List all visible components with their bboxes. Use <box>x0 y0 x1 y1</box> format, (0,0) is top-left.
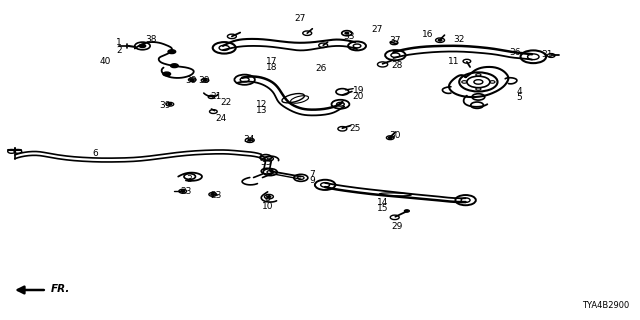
Text: 3: 3 <box>186 175 192 184</box>
Text: 9: 9 <box>310 176 316 185</box>
Text: 18: 18 <box>266 63 278 72</box>
Text: 14: 14 <box>377 197 388 206</box>
Text: 39: 39 <box>198 76 209 85</box>
Circle shape <box>163 72 171 76</box>
Circle shape <box>345 32 349 34</box>
Text: 2: 2 <box>116 45 122 55</box>
Text: 8: 8 <box>265 194 271 204</box>
Text: 23: 23 <box>180 188 191 196</box>
Text: 11: 11 <box>449 57 460 66</box>
Circle shape <box>438 39 442 41</box>
Text: 38: 38 <box>145 35 157 44</box>
Text: 10: 10 <box>262 202 273 211</box>
Text: 5: 5 <box>516 93 522 102</box>
Text: 6: 6 <box>92 149 98 158</box>
Circle shape <box>203 79 207 81</box>
Text: 20: 20 <box>353 92 364 101</box>
Text: 27: 27 <box>372 25 383 34</box>
Circle shape <box>180 190 184 192</box>
Text: 26: 26 <box>316 64 327 73</box>
Text: 34: 34 <box>243 135 254 144</box>
Text: 27: 27 <box>294 14 305 23</box>
Circle shape <box>171 64 178 68</box>
Text: 36: 36 <box>509 48 520 57</box>
Text: 24: 24 <box>216 114 227 123</box>
Text: 19: 19 <box>353 86 364 95</box>
Text: 37: 37 <box>389 36 401 45</box>
Text: 16: 16 <box>422 30 433 39</box>
Circle shape <box>168 103 172 105</box>
Circle shape <box>168 50 175 53</box>
Text: 29: 29 <box>391 222 403 231</box>
Text: 31: 31 <box>541 50 552 59</box>
Circle shape <box>267 196 271 197</box>
Text: 35: 35 <box>260 158 271 167</box>
Text: 17: 17 <box>266 57 278 66</box>
Text: 15: 15 <box>377 204 388 213</box>
Text: 23: 23 <box>211 190 222 200</box>
Text: 28: 28 <box>391 60 403 69</box>
Circle shape <box>388 137 392 139</box>
Text: 12: 12 <box>255 100 267 109</box>
Text: 21: 21 <box>211 92 222 101</box>
Text: 32: 32 <box>454 35 465 44</box>
Text: 33: 33 <box>343 32 355 41</box>
Circle shape <box>248 139 252 141</box>
Text: 40: 40 <box>99 57 111 66</box>
Text: 7: 7 <box>310 170 316 179</box>
Circle shape <box>404 210 410 212</box>
Text: 39: 39 <box>160 101 172 110</box>
Circle shape <box>211 194 214 196</box>
Text: FR.: FR. <box>51 284 70 294</box>
Text: 25: 25 <box>349 124 361 132</box>
Circle shape <box>190 79 194 81</box>
Text: 30: 30 <box>390 131 401 140</box>
Circle shape <box>140 44 146 48</box>
Text: 22: 22 <box>220 98 231 107</box>
Text: 13: 13 <box>255 106 267 115</box>
Text: 1: 1 <box>116 38 122 47</box>
Text: TYA4B2900: TYA4B2900 <box>582 301 630 310</box>
Text: 4: 4 <box>516 87 522 96</box>
Text: 39: 39 <box>185 76 196 85</box>
